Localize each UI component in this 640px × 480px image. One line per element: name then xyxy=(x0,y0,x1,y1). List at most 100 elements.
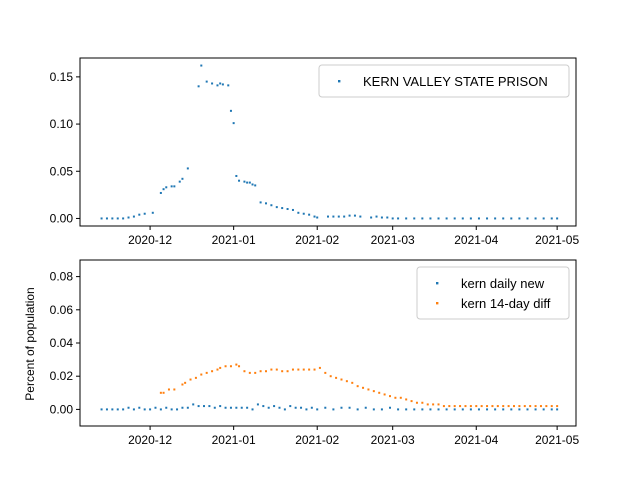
x-tick-label: 2021-04 xyxy=(454,233,498,247)
data-point xyxy=(491,405,494,408)
data-point xyxy=(496,405,499,408)
data-point xyxy=(286,208,289,211)
data-point xyxy=(170,408,173,411)
data-point xyxy=(429,217,432,220)
data-point xyxy=(200,373,203,376)
data-point xyxy=(216,368,219,371)
data-point xyxy=(283,408,286,411)
data-point xyxy=(316,216,319,219)
data-point xyxy=(197,85,200,88)
data-point xyxy=(353,214,356,217)
data-point xyxy=(300,406,303,409)
data-point xyxy=(254,371,257,374)
data-point xyxy=(286,370,289,373)
data-point xyxy=(332,408,335,411)
legend-label: kern 14-day diff xyxy=(461,296,551,311)
data-point xyxy=(256,403,259,406)
legend-marker xyxy=(338,80,341,83)
data-point xyxy=(194,376,197,379)
data-point xyxy=(127,216,130,219)
data-point xyxy=(442,405,445,408)
data-point xyxy=(313,215,316,218)
data-point xyxy=(197,405,200,408)
data-point xyxy=(477,217,480,220)
data-point xyxy=(523,405,526,408)
series-kern-valley-state-prison xyxy=(100,64,559,220)
data-point xyxy=(510,217,513,220)
data-point xyxy=(437,408,440,411)
data-point xyxy=(132,215,135,218)
data-point xyxy=(486,405,489,408)
data-point xyxy=(437,403,440,406)
data-point xyxy=(345,380,348,383)
data-point xyxy=(310,406,313,409)
data-point xyxy=(248,371,251,374)
data-point xyxy=(165,186,168,189)
x-tick-label: 2020-12 xyxy=(128,433,172,447)
data-point xyxy=(143,408,146,411)
data-point xyxy=(469,405,472,408)
data-point xyxy=(227,84,230,87)
data-point xyxy=(356,385,359,388)
data-point xyxy=(507,405,510,408)
x-tick-label: 2021-01 xyxy=(212,233,256,247)
series-kern-daily-new xyxy=(100,403,559,411)
data-point xyxy=(213,406,216,409)
data-point xyxy=(238,179,241,182)
data-point xyxy=(232,122,235,125)
data-point xyxy=(205,371,208,374)
x-tick-label: 2021-05 xyxy=(535,433,579,447)
y-axis-title: Percent of population xyxy=(23,287,37,400)
data-point xyxy=(173,388,176,391)
data-point xyxy=(494,408,497,411)
data-point xyxy=(534,405,537,408)
data-point xyxy=(413,217,416,220)
data-point xyxy=(370,216,373,219)
legend-marker xyxy=(436,282,439,285)
data-point xyxy=(289,405,292,408)
x-tick-label: 2021-03 xyxy=(371,433,415,447)
data-point xyxy=(200,64,203,67)
data-point xyxy=(205,80,208,83)
data-point xyxy=(149,408,152,411)
legend-label: KERN VALLEY STATE PRISON xyxy=(363,74,548,89)
data-point xyxy=(246,406,249,409)
data-point xyxy=(116,408,119,411)
data-point xyxy=(461,217,464,220)
x-tick-label: 2020-12 xyxy=(128,233,172,247)
data-point xyxy=(469,217,472,220)
data-point xyxy=(132,408,135,411)
data-point xyxy=(243,180,246,183)
data-point xyxy=(251,183,254,186)
data-point xyxy=(316,408,319,411)
data-point xyxy=(235,174,238,177)
data-point xyxy=(240,406,243,409)
data-point xyxy=(297,211,300,214)
y-tick-label: 0.05 xyxy=(50,164,74,178)
legend: kern daily new kern 14-day diff xyxy=(416,266,570,320)
data-point xyxy=(477,408,480,411)
y-tick-label: 0.00 xyxy=(50,402,74,416)
data-point xyxy=(181,383,184,386)
data-point xyxy=(461,408,464,411)
data-point xyxy=(100,408,103,411)
data-point xyxy=(518,405,521,408)
data-point xyxy=(167,388,170,391)
x-tick-label: 2021-05 xyxy=(535,233,579,247)
data-point xyxy=(100,217,103,220)
data-point xyxy=(265,202,267,205)
y-tick-label: 0.02 xyxy=(50,369,74,383)
data-point xyxy=(348,406,351,409)
data-point xyxy=(542,217,545,220)
data-point xyxy=(105,408,108,411)
data-point xyxy=(389,406,391,409)
data-point xyxy=(545,405,548,408)
data-point xyxy=(281,207,284,210)
data-point xyxy=(372,408,375,411)
data-point xyxy=(556,217,559,220)
data-point xyxy=(386,216,389,219)
y-tick-label: 0.04 xyxy=(50,336,74,350)
data-point xyxy=(265,370,267,373)
data-point xyxy=(235,363,238,366)
data-point xyxy=(539,405,542,408)
